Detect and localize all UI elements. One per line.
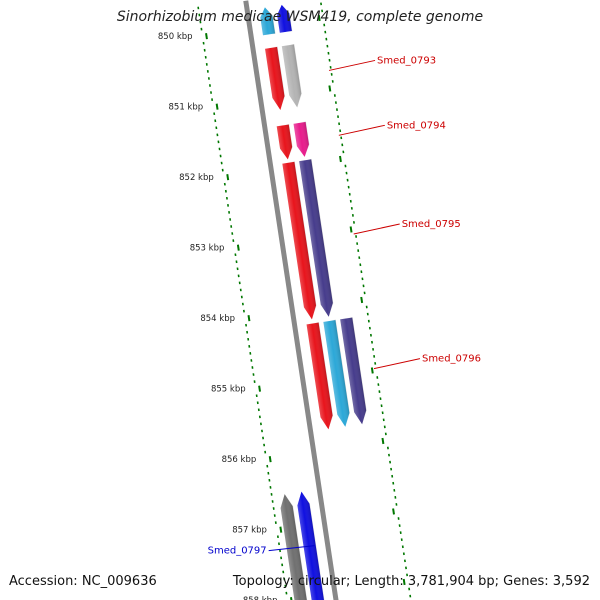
gene-arrow-shading <box>298 158 334 318</box>
gene-arrow-shading <box>259 6 276 36</box>
major-tick <box>236 244 240 251</box>
tick-label: 853 kbp <box>190 244 225 254</box>
major-tick <box>279 526 283 533</box>
tick-label: 855 kbp <box>211 385 246 395</box>
forward-gene <box>305 321 334 432</box>
forward-gene <box>322 319 351 429</box>
label-leader <box>373 358 421 370</box>
major-tick <box>247 315 251 322</box>
gene-label: Smed_0795 <box>402 219 461 230</box>
forward-gene <box>275 123 293 162</box>
major-tick <box>339 155 342 163</box>
tick-label: 852 kbp <box>179 173 214 183</box>
gene-arrow-shading <box>276 124 293 161</box>
backbone-line <box>243 0 339 600</box>
forward-gene <box>292 121 310 159</box>
forward-gene <box>280 43 303 110</box>
major-tick <box>360 296 364 304</box>
tick-label: 851 kbp <box>169 103 204 113</box>
accession-text: Accession: NC_009636 <box>9 574 157 589</box>
major-tick <box>402 578 406 586</box>
genome-stats-text: Topology: circular; Length: 3,781,904 bp… <box>232 574 590 589</box>
reverse-gene <box>259 5 276 37</box>
major-tick <box>392 508 395 515</box>
tick-label: 854 kbp <box>200 314 235 324</box>
backbone <box>243 0 339 600</box>
tick-label: 857 kbp <box>232 526 267 536</box>
major-tick <box>381 437 385 445</box>
gene-arrow-shading <box>281 43 302 109</box>
gene-arrow-shading <box>281 161 317 321</box>
scale-ticks: 850 kbp 851 kbp 852 kbp 853 kbp 854 kbp 855 k… <box>158 2 412 600</box>
label-leader <box>353 223 400 235</box>
gene-arrow-shading <box>280 493 312 600</box>
gene-arrow-shading <box>296 490 328 600</box>
major-tick <box>258 385 262 392</box>
major-tick <box>215 103 219 110</box>
label-leader <box>328 59 376 71</box>
major-tick <box>268 456 272 463</box>
gene-arrow-shading <box>276 4 293 34</box>
gene-label: Smed_0796 <box>422 354 481 365</box>
major-tick <box>370 367 374 374</box>
gene-label: Smed_0794 <box>387 120 446 131</box>
forward-gene <box>298 158 334 319</box>
forward-gene <box>339 316 368 427</box>
tick-label: 850 kbp <box>158 32 193 42</box>
gene-arrow-shading <box>293 121 310 158</box>
gene-arrow-shading <box>306 322 333 431</box>
label-leader <box>338 124 385 136</box>
gene-arrow-shading <box>264 46 285 111</box>
reverse-gene <box>276 3 293 34</box>
map-title: Sinorhizobium medicae WSM419, complete g… <box>116 9 484 25</box>
gene-arrow-shading <box>322 319 350 428</box>
gene-arrow-shading <box>339 317 367 426</box>
major-tick <box>317 14 321 22</box>
major-tick <box>290 597 293 600</box>
major-tick <box>349 226 353 233</box>
gene-features <box>259 3 368 600</box>
forward-gene <box>281 160 317 322</box>
tick-label: 858 kbp <box>243 596 278 600</box>
major-tick <box>205 33 208 40</box>
label-leader <box>268 545 315 552</box>
major-tick <box>226 174 230 181</box>
forward-gene <box>264 46 286 112</box>
gene-label: Smed_0793 <box>377 55 436 66</box>
reverse-gene <box>279 492 312 600</box>
reverse-gene <box>296 489 329 600</box>
gene-labels: Smed_0793 Smed_0794 Smed_0795 Smed_0796 Smed… <box>208 55 481 556</box>
tick-label: 856 kbp <box>222 455 257 465</box>
gene-label: Smed_0797 <box>208 546 267 557</box>
major-tick <box>328 85 332 92</box>
